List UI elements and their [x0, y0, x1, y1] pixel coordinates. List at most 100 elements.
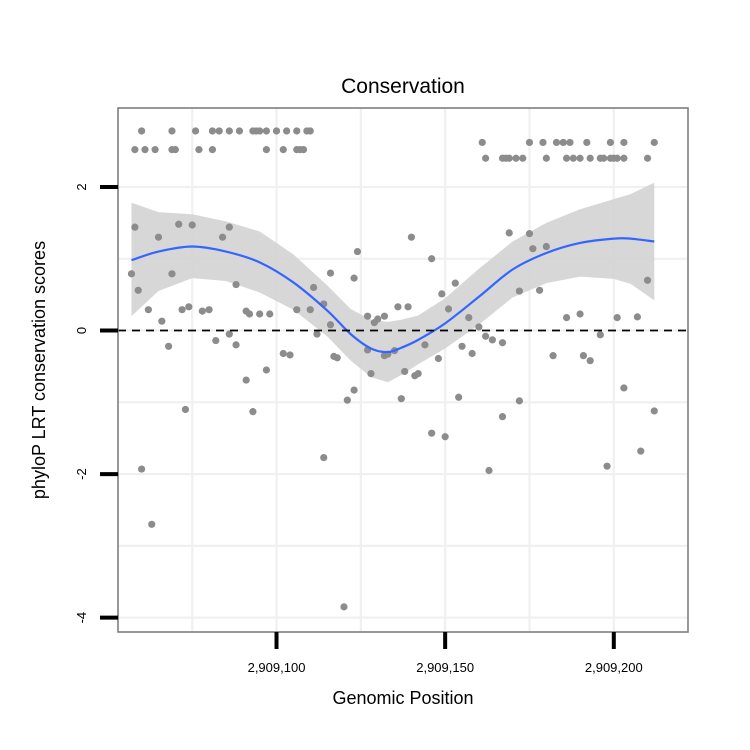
data-point	[505, 229, 513, 237]
data-point	[394, 303, 402, 311]
data-point	[164, 342, 173, 350]
data-point	[208, 127, 217, 135]
data-point	[465, 314, 473, 322]
data-point	[569, 154, 577, 162]
data-point	[310, 283, 318, 292]
data-point	[455, 393, 463, 401]
y-tick-label: -4	[74, 612, 89, 624]
data-point	[482, 154, 490, 162]
data-point	[353, 247, 362, 256]
data-point	[242, 376, 250, 384]
data-point	[485, 466, 493, 475]
data-point	[256, 310, 264, 318]
data-point	[283, 127, 291, 135]
data-point	[552, 138, 561, 147]
chart-title: Conservation	[341, 75, 465, 98]
data-point	[606, 138, 615, 147]
x-tick-label: 2,909,150	[416, 660, 474, 675]
data-point	[586, 357, 594, 365]
data-point	[397, 395, 405, 403]
data-point	[515, 287, 523, 295]
data-point	[374, 315, 382, 323]
data-point	[249, 408, 257, 416]
smooth-fit-line	[131, 237, 655, 354]
data-point	[313, 330, 321, 338]
data-point	[613, 154, 621, 162]
data-point	[138, 127, 146, 135]
data-point	[434, 354, 443, 363]
data-point	[498, 413, 507, 421]
data-point	[529, 245, 537, 253]
data-point	[404, 303, 412, 311]
x-axis-title: Genomic Position	[332, 688, 473, 708]
data-point	[272, 127, 281, 135]
data-point	[566, 138, 574, 147]
data-point	[262, 146, 271, 154]
data-point	[539, 138, 547, 147]
data-point	[542, 154, 550, 162]
data-point	[401, 367, 409, 376]
data-point	[185, 303, 193, 311]
data-point	[131, 146, 139, 154]
x-tick-label: 2,909,100	[248, 660, 306, 675]
points-layer	[127, 127, 658, 611]
data-point	[232, 280, 240, 289]
data-point	[340, 603, 348, 611]
y-tick-label: -2	[74, 468, 89, 480]
x-tick-label: 2,909,200	[585, 660, 643, 675]
data-point	[326, 269, 335, 277]
data-point	[441, 433, 449, 441]
data-point	[286, 351, 294, 359]
data-point	[350, 274, 358, 282]
data-point	[293, 306, 301, 314]
data-point	[613, 314, 621, 322]
data-point	[279, 349, 287, 358]
data-point	[515, 397, 523, 405]
data-point	[158, 317, 166, 325]
axes-layer: 2,909,100 2,909,150 2,909,200 -4 -2 0 2	[74, 183, 643, 675]
data-point	[478, 138, 486, 147]
data-point	[262, 366, 271, 374]
data-point	[512, 154, 520, 162]
data-point	[175, 220, 183, 228]
data-point	[306, 306, 314, 314]
data-point	[225, 127, 233, 135]
data-point	[583, 138, 591, 147]
data-point	[380, 312, 389, 320]
data-point	[293, 127, 301, 135]
data-point	[525, 230, 534, 238]
y-tick-label: 2	[74, 183, 89, 190]
data-point	[188, 221, 196, 229]
data-point	[138, 465, 146, 473]
data-point	[279, 146, 287, 154]
data-point	[198, 307, 206, 315]
data-point	[266, 310, 274, 318]
data-point	[306, 127, 314, 135]
data-point	[168, 127, 176, 135]
data-point	[181, 405, 190, 414]
data-point	[407, 233, 416, 241]
data-point	[363, 312, 372, 320]
data-point	[576, 310, 584, 318]
data-point	[643, 276, 652, 284]
data-point	[154, 233, 163, 241]
data-point	[299, 146, 308, 154]
data-point	[208, 146, 217, 154]
data-point	[535, 286, 544, 294]
data-point	[141, 146, 149, 154]
data-point	[131, 223, 139, 231]
data-point	[320, 453, 328, 462]
data-point	[414, 369, 422, 378]
data-point	[148, 520, 156, 528]
data-point	[444, 305, 453, 313]
data-point	[603, 462, 611, 470]
data-point	[468, 349, 476, 358]
data-point	[225, 223, 233, 231]
data-point	[232, 341, 240, 349]
data-point	[562, 314, 571, 322]
data-point	[579, 352, 588, 360]
data-point	[549, 352, 557, 360]
data-point	[482, 332, 490, 340]
data-point	[643, 154, 652, 162]
data-point	[576, 154, 584, 162]
